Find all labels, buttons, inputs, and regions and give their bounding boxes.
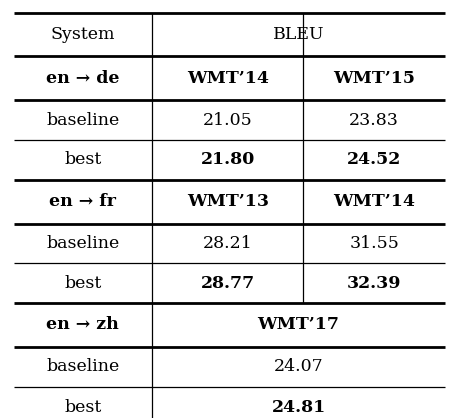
- Text: 24.52: 24.52: [347, 151, 401, 168]
- Text: WMT’15: WMT’15: [333, 70, 415, 87]
- Text: WMT’14: WMT’14: [187, 70, 269, 87]
- Text: 28.21: 28.21: [203, 235, 252, 252]
- Text: 24.81: 24.81: [271, 399, 326, 416]
- Text: 28.77: 28.77: [201, 275, 255, 292]
- Text: en → zh: en → zh: [46, 316, 119, 334]
- Text: best: best: [64, 399, 102, 416]
- Text: 23.83: 23.83: [349, 112, 399, 129]
- Text: 21.05: 21.05: [203, 112, 252, 129]
- Text: baseline: baseline: [46, 358, 119, 375]
- Text: BLEU: BLEU: [273, 26, 324, 43]
- Text: baseline: baseline: [46, 112, 119, 129]
- Text: en → de: en → de: [46, 70, 119, 87]
- Text: 32.39: 32.39: [347, 275, 401, 292]
- Text: 24.07: 24.07: [274, 358, 323, 375]
- Text: System: System: [50, 26, 115, 43]
- Text: WMT’13: WMT’13: [187, 193, 269, 210]
- Text: WMT’14: WMT’14: [333, 193, 415, 210]
- Text: 21.80: 21.80: [201, 151, 255, 168]
- Text: baseline: baseline: [46, 235, 119, 252]
- Text: best: best: [64, 275, 102, 292]
- Text: WMT’17: WMT’17: [257, 316, 340, 334]
- Text: en → fr: en → fr: [49, 193, 116, 210]
- Text: 31.55: 31.55: [349, 235, 399, 252]
- Text: best: best: [64, 151, 102, 168]
